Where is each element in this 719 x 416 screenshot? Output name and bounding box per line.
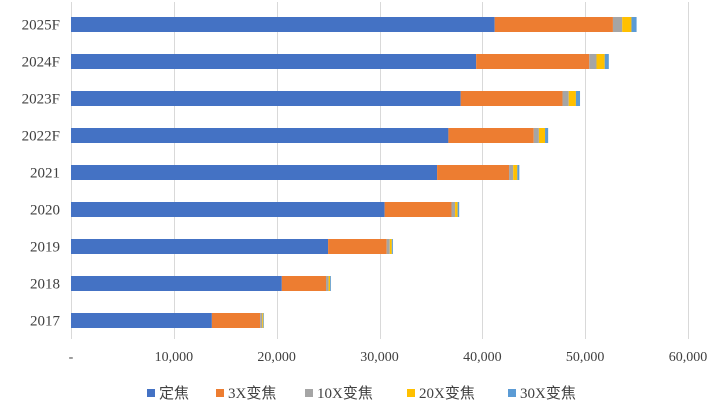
legend-swatch [508, 389, 516, 397]
bar-segment [71, 276, 282, 291]
bar-segment [71, 54, 477, 69]
bar-segment [328, 239, 387, 254]
bar-segment [328, 276, 331, 291]
bar-segment [281, 276, 327, 291]
x-tick-labels: - 10,000 20,000 30,000 40,000 50,000 60,000 [69, 350, 708, 365]
bar-segment [260, 313, 263, 328]
bar-segment [386, 239, 390, 254]
category-label: 2021 [30, 166, 60, 182]
legend-swatch [216, 389, 224, 397]
bar-segment [545, 128, 549, 143]
legend-swatch [147, 389, 155, 397]
bar-segment [509, 165, 514, 180]
bar-segment [455, 202, 458, 217]
bar-segment [263, 313, 264, 328]
legend-swatch [305, 389, 313, 397]
legend-swatch [407, 389, 415, 397]
bar-segment [71, 239, 329, 254]
bar-segment [211, 313, 261, 328]
bar-segment [326, 276, 329, 291]
legend-label: 30X变焦 [520, 385, 576, 402]
legend: 定焦 3X变焦 10X变焦 20X变焦 30X变焦 [147, 385, 576, 402]
bar-segment [389, 239, 392, 254]
bar-segment [448, 128, 534, 143]
bar-segment [562, 91, 569, 106]
x-tick-label: 30,000 [360, 350, 399, 365]
bar-segment [460, 91, 563, 106]
category-label: 2020 [30, 203, 60, 219]
legend-label: 20X变焦 [419, 385, 475, 402]
bar-segment [575, 91, 581, 106]
category-label: 2025F [22, 18, 60, 34]
bar-segment [596, 54, 605, 69]
category-label: 2018 [30, 277, 60, 293]
legend-label: 3X变焦 [228, 385, 276, 402]
bar-segment [451, 202, 456, 217]
bar-segment [71, 17, 495, 32]
bar-segment [330, 276, 331, 291]
bar-segment [457, 202, 460, 217]
legend-label: 10X变焦 [317, 385, 373, 402]
bar-segment [513, 165, 518, 180]
category-label: 2024F [22, 55, 60, 71]
bar-segment [384, 202, 452, 217]
bar-segment [71, 202, 385, 217]
bar-segment [568, 91, 576, 106]
bar-segment [71, 313, 212, 328]
bar-segment [538, 128, 546, 143]
bar-segment [71, 165, 438, 180]
category-label: 2022F [22, 129, 60, 145]
category-label: 2023F [22, 92, 60, 108]
category-label: 2017 [30, 314, 61, 330]
bar-segment [71, 128, 449, 143]
bar-segment [533, 128, 539, 143]
bar-segment [604, 54, 609, 69]
x-tick-label: 60,000 [669, 350, 708, 365]
bar-segment [494, 17, 613, 32]
bar-segment [71, 91, 461, 106]
category-labels: 2025F 2024F 2023F 2022F 2021 2020 2019 2018 2017 [22, 18, 61, 330]
x-tick-label: 50,000 [566, 350, 605, 365]
bar-segment [631, 17, 637, 32]
bar-segment [437, 165, 510, 180]
legend-label: 定焦 [159, 385, 189, 402]
bar-segment [476, 54, 590, 69]
bar-segment [612, 17, 623, 32]
x-tick-label: 20,000 [257, 350, 296, 365]
x-tick-label: 40,000 [463, 350, 502, 365]
bar-segment [589, 54, 597, 69]
bar-segment [622, 17, 632, 32]
category-label: 2019 [30, 240, 60, 256]
x-tick-label: 10,000 [155, 350, 194, 365]
bar-segment [517, 165, 520, 180]
bar-segment [262, 313, 264, 328]
bars [71, 17, 637, 328]
x-tick-label: - [69, 350, 74, 365]
bar-segment [391, 239, 393, 254]
